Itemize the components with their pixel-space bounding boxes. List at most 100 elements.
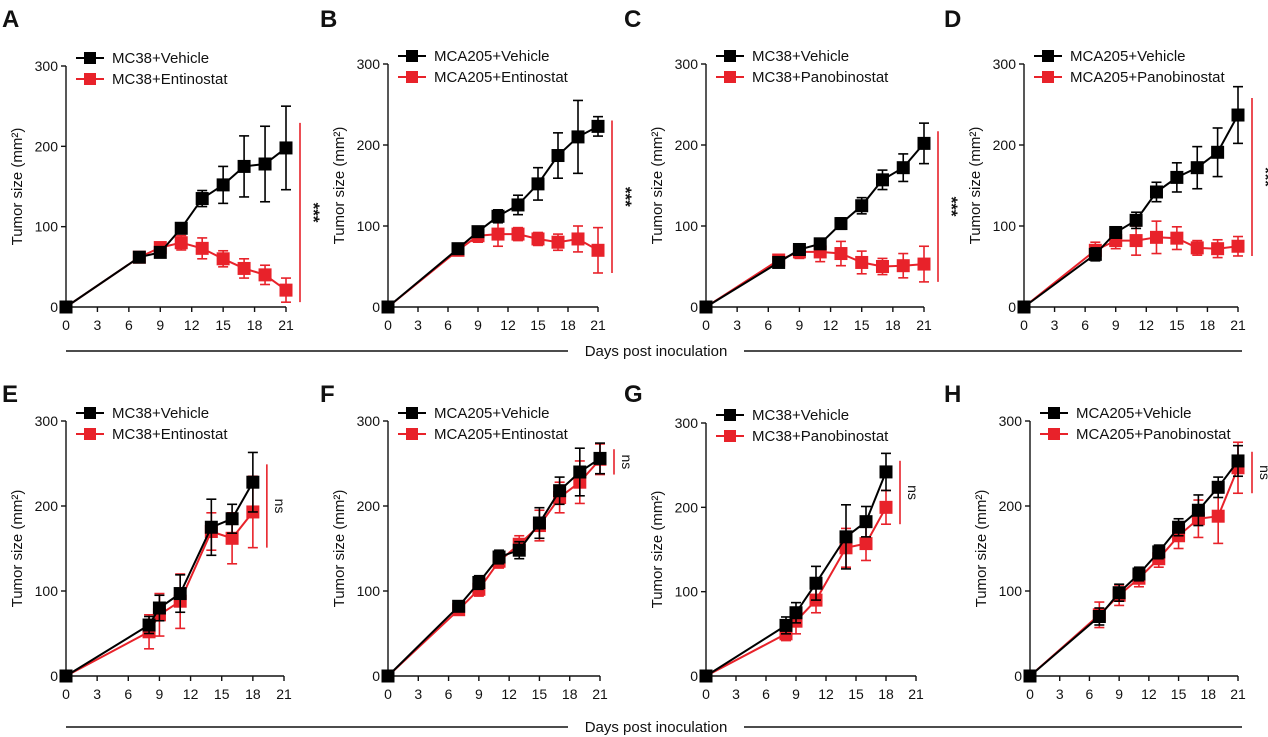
significance-label: ns xyxy=(1257,465,1268,480)
legend-label: MC38+Vehicle xyxy=(112,50,209,67)
data-point xyxy=(553,484,567,498)
shared-xlabel: Days post inoculation xyxy=(585,719,728,736)
legend-swatch-marker xyxy=(406,428,418,440)
x-tick-label: 21 xyxy=(590,317,606,333)
y-tick-label: 0 xyxy=(690,668,698,684)
x-tick-label: 21 xyxy=(278,317,294,333)
y-tick-label: 0 xyxy=(372,299,380,315)
panel-letter: H xyxy=(944,381,961,408)
data-point xyxy=(859,515,873,529)
legend-swatch-marker xyxy=(406,71,418,83)
x-tick-label: 6 xyxy=(762,686,770,702)
y-axis-label: Tumor size (mm²) xyxy=(331,490,348,608)
x-tick-label: 15 xyxy=(530,317,546,333)
data-point xyxy=(1231,454,1245,468)
significance-label: *** xyxy=(616,187,635,207)
panel-letter: A xyxy=(2,6,19,33)
x-tick-label: 6 xyxy=(445,686,453,702)
x-tick-label: 3 xyxy=(1056,686,1064,702)
x-tick-label: 6 xyxy=(444,317,452,333)
y-tick-label: 100 xyxy=(35,219,59,235)
series-vehicle xyxy=(1023,444,1245,683)
data-point xyxy=(1109,225,1123,239)
chart-panel-g: G 0 100 200 300 0 3 6 9 12 15 18 21 Tumor size (mm²) M… xyxy=(624,381,924,702)
series-treated xyxy=(59,475,260,683)
data-point xyxy=(381,300,395,314)
series-vehicle xyxy=(699,122,931,314)
y-axis-label: Tumor size (mm²) xyxy=(649,491,666,609)
y-tick-label: 100 xyxy=(35,583,59,599)
data-point xyxy=(279,141,293,155)
series-line xyxy=(705,250,925,308)
x-tick-label: 21 xyxy=(908,686,924,702)
y-axis-label: Tumor size (mm²) xyxy=(973,490,990,608)
data-point xyxy=(153,245,167,259)
x-tick-label: 12 xyxy=(501,686,517,702)
data-point xyxy=(879,465,893,479)
x-tick-label: 21 xyxy=(916,317,932,333)
legend-swatch-marker xyxy=(84,52,96,64)
data-point xyxy=(258,157,272,171)
x-tick-label: 0 xyxy=(702,686,710,702)
x-tick-label: 18 xyxy=(878,686,894,702)
x-tick-label: 15 xyxy=(1171,686,1187,702)
legend-swatch-marker xyxy=(724,50,736,62)
data-point xyxy=(1211,145,1225,159)
x-tick-label: 21 xyxy=(1230,686,1246,702)
x-tick-label: 9 xyxy=(475,686,483,702)
x-tick-label: 18 xyxy=(245,686,261,702)
x-tick-label: 9 xyxy=(796,317,804,333)
data-point xyxy=(471,225,485,239)
x-tick-label: 15 xyxy=(1169,317,1185,333)
data-point xyxy=(532,516,546,530)
series-vehicle xyxy=(1017,85,1245,314)
data-point xyxy=(491,209,505,223)
data-point xyxy=(531,177,545,191)
series-line xyxy=(705,471,887,677)
legend-swatch-marker xyxy=(1042,50,1054,62)
data-point xyxy=(1170,170,1184,184)
data-point xyxy=(809,576,823,590)
legend-label: MC38+Vehicle xyxy=(752,407,849,424)
data-point xyxy=(1017,300,1031,314)
legend-swatch-marker xyxy=(406,50,418,62)
data-point xyxy=(59,300,73,314)
y-tick-label: 200 xyxy=(999,498,1023,514)
y-tick-label: 300 xyxy=(357,413,381,429)
data-point xyxy=(855,199,869,213)
x-tick-label: 3 xyxy=(1051,317,1059,333)
x-tick-label: 3 xyxy=(414,686,422,702)
y-axis-label: Tumor size (mm²) xyxy=(649,127,666,245)
series-line xyxy=(1023,236,1239,308)
data-point xyxy=(834,247,848,261)
data-point xyxy=(132,250,146,264)
data-point xyxy=(699,669,713,683)
data-point xyxy=(1088,247,1102,261)
data-point xyxy=(174,236,188,250)
y-tick-label: 100 xyxy=(993,218,1017,234)
x-tick-label: 18 xyxy=(247,317,263,333)
y-tick-label: 300 xyxy=(993,56,1017,72)
data-point xyxy=(512,543,526,557)
y-axis-label: Tumor size (mm²) xyxy=(331,127,348,245)
x-tick-label: 15 xyxy=(854,317,870,333)
series-vehicle xyxy=(59,105,293,314)
x-tick-label: 18 xyxy=(1200,686,1216,702)
data-point xyxy=(1211,242,1225,256)
x-tick-label: 6 xyxy=(1086,686,1094,702)
data-point xyxy=(879,500,893,514)
data-point xyxy=(246,475,260,489)
data-point xyxy=(875,260,889,273)
legend-label: MC38+Entinostat xyxy=(112,71,228,88)
panel-letter: G xyxy=(624,381,643,408)
chart-panel-b: B 0 100 200 300 0 3 6 9 12 15 18 21 Tumor size (mm²) M… xyxy=(320,6,635,333)
shared-xlabel-top: Days post inoculation xyxy=(66,343,1242,360)
data-point xyxy=(472,576,486,589)
data-point xyxy=(1190,241,1204,255)
data-point xyxy=(789,606,803,620)
data-point xyxy=(571,130,585,144)
x-tick-label: 0 xyxy=(1020,317,1028,333)
data-point xyxy=(59,669,73,683)
x-tick-label: 3 xyxy=(414,317,422,333)
